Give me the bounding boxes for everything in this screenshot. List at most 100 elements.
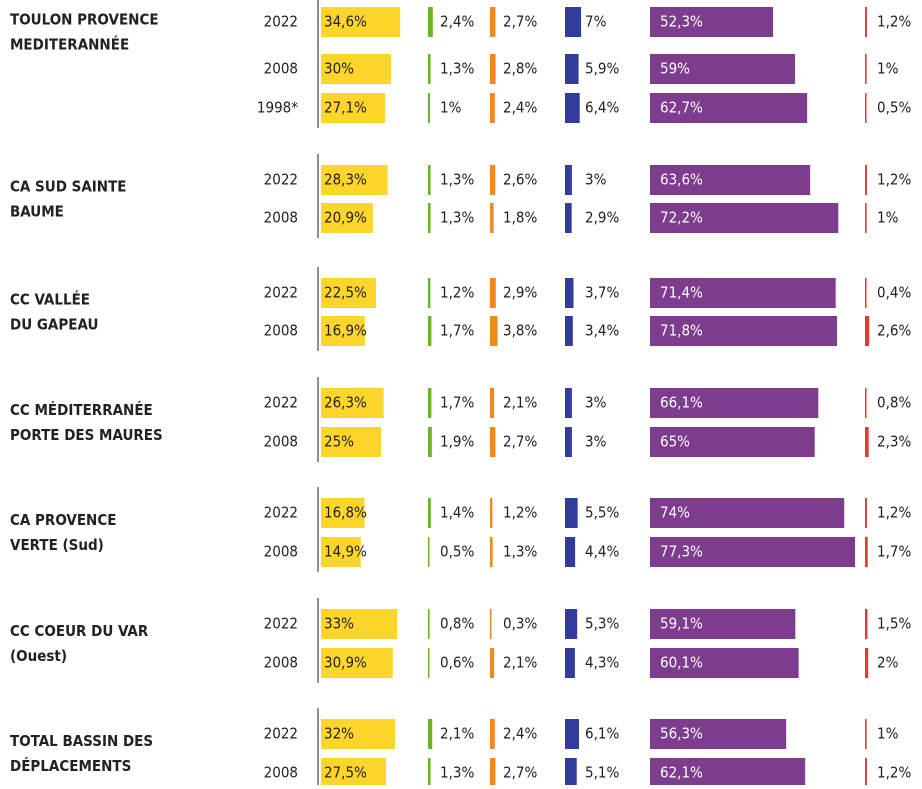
bar <box>428 498 431 528</box>
bar <box>650 165 811 195</box>
bar <box>650 719 787 749</box>
bar <box>565 388 572 418</box>
value-label: 2,1% <box>503 654 537 672</box>
bar <box>865 203 867 233</box>
value-label: 1% <box>877 725 899 743</box>
value-label: 3,7% <box>585 284 619 302</box>
bar <box>428 537 430 567</box>
value-label: 5,5% <box>585 504 619 522</box>
bar <box>865 498 867 528</box>
year-label: 2022 <box>264 504 298 522</box>
group-name: TOTAL BASSIN DES <box>10 732 153 750</box>
bar <box>565 427 572 457</box>
bar <box>428 93 430 123</box>
bar <box>565 7 582 37</box>
value-label: 2,4% <box>503 99 537 117</box>
bar <box>428 203 431 233</box>
value-label: 5,1% <box>585 764 619 782</box>
bar <box>865 7 867 37</box>
group-name: CC MÉDITERRANÉE <box>10 400 153 419</box>
value-label: 3% <box>585 433 607 451</box>
value-label: 4,3% <box>585 654 619 672</box>
value-label: 1,4% <box>440 504 474 522</box>
bar <box>490 427 496 457</box>
bar <box>650 609 796 639</box>
value-label: 7% <box>585 13 607 31</box>
value-label: 4,4% <box>585 543 619 561</box>
group-name: BAUME <box>10 203 64 221</box>
bar <box>490 203 494 233</box>
bar <box>650 7 774 37</box>
year-label: 2022 <box>264 13 298 31</box>
value-label: 59% <box>660 60 690 78</box>
value-label: 1% <box>440 99 462 117</box>
bar <box>321 537 361 567</box>
bar <box>565 203 572 233</box>
bar <box>565 278 574 308</box>
value-label: 27,5% <box>324 764 367 782</box>
value-label: 26,3% <box>324 394 367 412</box>
value-label: 72,2% <box>660 209 703 227</box>
value-label: 0,3% <box>503 615 537 633</box>
year-label: 2008 <box>264 764 298 782</box>
value-label: 1,2% <box>877 764 911 782</box>
value-label: 33% <box>324 615 354 633</box>
bar <box>490 537 493 567</box>
value-label: 6,4% <box>585 99 619 117</box>
bar <box>865 165 867 195</box>
group-name: CA PROVENCE <box>10 511 116 529</box>
bar <box>490 278 496 308</box>
bar <box>321 54 391 84</box>
year-label: 2008 <box>264 654 298 672</box>
value-label: 62,7% <box>660 99 703 117</box>
value-label: 65% <box>660 433 690 451</box>
bar <box>428 648 430 678</box>
year-label: 2008 <box>264 543 298 561</box>
value-label: 27,1% <box>324 99 367 117</box>
bar <box>490 316 498 346</box>
bar <box>428 316 432 346</box>
group-name: TOULON PROVENCE <box>10 11 159 29</box>
value-label: 20,9% <box>324 209 367 227</box>
value-label: 1,7% <box>440 322 474 340</box>
bar <box>565 93 580 123</box>
bar <box>650 648 799 678</box>
bar <box>650 54 796 84</box>
value-label: 1,3% <box>440 209 474 227</box>
value-label: 66,1% <box>660 394 703 412</box>
value-label: 2% <box>877 654 899 672</box>
bar <box>428 165 431 195</box>
year-label: 2022 <box>264 171 298 189</box>
value-label: 0,4% <box>877 284 911 302</box>
bar <box>565 758 577 788</box>
value-label: 3,8% <box>503 322 537 340</box>
bar <box>490 54 496 84</box>
bar <box>490 165 496 195</box>
value-label: 63,6% <box>660 171 703 189</box>
value-label: 59,1% <box>660 615 703 633</box>
bar <box>565 537 576 567</box>
bar <box>650 388 819 418</box>
value-label: 25% <box>324 433 354 451</box>
bar <box>428 609 430 639</box>
year-label: 2008 <box>264 433 298 451</box>
value-label: 77,3% <box>660 543 703 561</box>
bar <box>565 54 579 84</box>
bar <box>565 719 580 749</box>
bar <box>490 93 495 123</box>
value-label: 1,8% <box>503 209 537 227</box>
bar <box>865 609 868 639</box>
bar <box>321 609 397 639</box>
value-label: 62,1% <box>660 764 703 782</box>
value-label: 22,5% <box>324 284 367 302</box>
bar <box>490 7 496 37</box>
group-name: CC COEUR DU VAR <box>10 622 149 640</box>
value-label: 6,1% <box>585 725 619 743</box>
bar <box>565 648 575 678</box>
value-label: 0,5% <box>877 99 911 117</box>
value-label: 60,1% <box>660 654 703 672</box>
value-label: 1,3% <box>440 60 474 78</box>
bar <box>321 498 365 528</box>
value-label: 1,2% <box>440 284 474 302</box>
year-label: 2008 <box>264 60 298 78</box>
